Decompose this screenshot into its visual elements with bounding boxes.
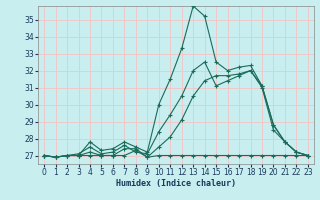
X-axis label: Humidex (Indice chaleur): Humidex (Indice chaleur): [116, 179, 236, 188]
